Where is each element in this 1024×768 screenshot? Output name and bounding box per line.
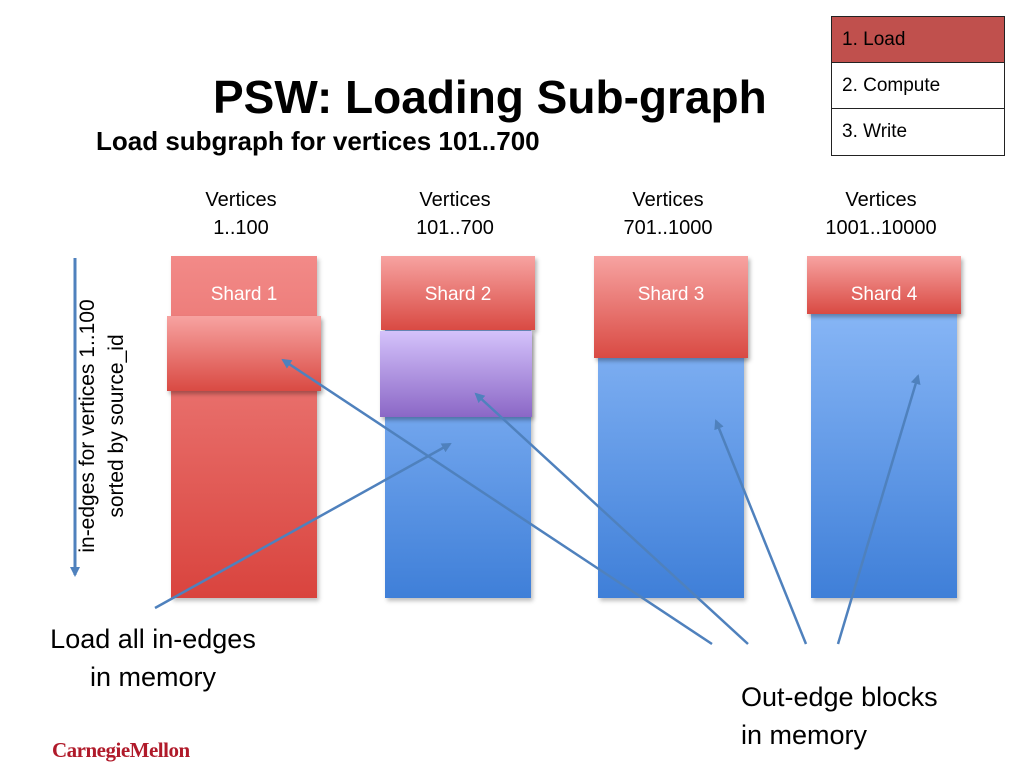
shard-3-label: Shard 3 xyxy=(637,284,705,305)
shard-4-label: Shard 4 xyxy=(850,284,918,305)
arrow-to-shard2-block xyxy=(474,392,749,645)
shard-4-body xyxy=(811,300,957,598)
shard-1-label: Shard 1 xyxy=(210,284,278,305)
page-subtitle: Load subgraph for vertices 101..700 xyxy=(96,126,540,156)
shard-2-window-block xyxy=(380,331,532,417)
note-right-line1: Out-edge blocks xyxy=(741,682,938,712)
vertex-label-1: Vertices 1..100 xyxy=(156,186,326,242)
arrow-to-shard2-inedges xyxy=(154,442,452,610)
step-load: 1. Load xyxy=(832,17,1004,63)
vertex-label-4-line1: Vertices xyxy=(845,189,917,211)
vertex-label-2-line1: Vertices xyxy=(419,189,491,211)
arrow-to-shard1-block xyxy=(281,358,713,646)
note-load-in-edges: Load all in-edges in memory xyxy=(28,620,278,696)
arrow-to-shard3-block xyxy=(714,419,808,645)
vertex-label-1-line2: 1..100 xyxy=(213,217,269,239)
step-write: 3. Write xyxy=(842,121,908,142)
vertex-label-4: Vertices 1001..10000 xyxy=(796,186,966,242)
vertex-label-3: Vertices 701..1000 xyxy=(583,186,753,242)
step-table: 1. Load 2. Compute 3. Write xyxy=(831,16,1005,156)
vertex-label-2: Vertices 101..700 xyxy=(370,186,540,242)
note-right-line2: in memory xyxy=(741,720,868,750)
vertex-label-3-line1: Vertices xyxy=(632,189,704,211)
carnegie-mellon-logo: CarnegieMellon xyxy=(52,738,190,762)
vertex-label-3-line2: 701..1000 xyxy=(623,217,713,239)
shard-1: Shard 1 xyxy=(171,256,317,598)
step-compute: 2. Compute xyxy=(832,63,1004,109)
arrow-to-shard4-block xyxy=(836,374,921,645)
shard-2-header: Shard 2 xyxy=(381,256,535,330)
shard-4-header: Shard 4 xyxy=(807,256,961,314)
vertex-label-1-line1: Vertices xyxy=(205,189,277,211)
shard-3-header: Shard 3 xyxy=(594,256,748,358)
shard-1-loaded-block xyxy=(167,316,321,391)
vertex-label-2-line2: 101..700 xyxy=(416,217,494,239)
note-left-line2: in memory xyxy=(89,662,217,692)
note-out-edge-blocks: Out-edge blocks in memory xyxy=(741,678,1001,754)
vertex-label-4-line2: 1001..10000 xyxy=(825,217,937,239)
note-left-line1: Load all in-edges xyxy=(50,624,256,654)
shard-2-label: Shard 2 xyxy=(424,284,492,305)
page-title: PSW: Loading Sub-graph xyxy=(213,71,767,123)
